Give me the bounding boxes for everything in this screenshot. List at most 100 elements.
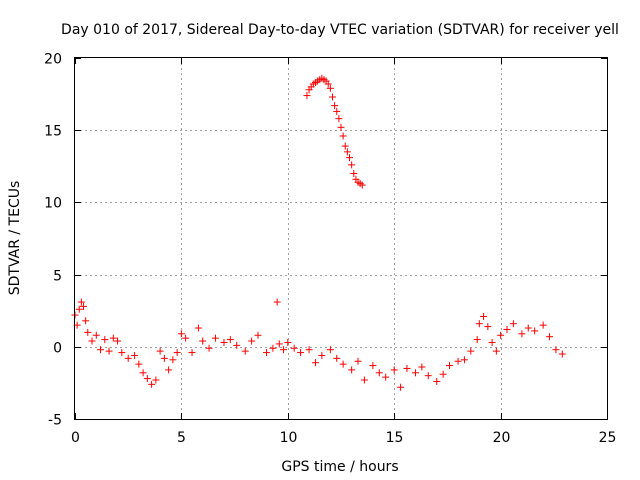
data-point [263, 349, 271, 357]
data-point [297, 349, 305, 357]
data-point [233, 341, 241, 349]
data-point [280, 346, 288, 354]
data-point [303, 92, 311, 100]
data-point [114, 337, 122, 345]
data-point [194, 324, 202, 332]
data-point [339, 132, 347, 140]
x-tick-label: 0 [71, 430, 80, 446]
y-tick-label: 5 [53, 269, 62, 285]
y-tick-label: 10 [44, 196, 62, 212]
data-point [333, 354, 341, 362]
data-point [156, 347, 164, 355]
data-point [318, 351, 326, 359]
data-point [241, 347, 249, 355]
data-point [484, 323, 492, 331]
data-point [397, 383, 405, 391]
data-point [97, 346, 105, 354]
data-point [173, 349, 181, 357]
data-point [346, 154, 354, 162]
data-point [165, 366, 173, 374]
data-point [358, 181, 366, 189]
data-point [552, 346, 560, 354]
data-point [284, 338, 292, 346]
data-point [328, 93, 336, 101]
data-point [275, 340, 283, 348]
data-point [160, 354, 168, 362]
data-point [480, 312, 488, 320]
data-point [311, 359, 319, 367]
data-point [503, 325, 511, 333]
data-point [418, 363, 426, 371]
data-point [375, 369, 383, 377]
data-point [326, 84, 334, 92]
data-point [152, 376, 160, 384]
x-tick-label: 10 [280, 430, 298, 446]
data-point [341, 142, 349, 150]
data-point [101, 336, 109, 344]
data-point [467, 347, 475, 355]
y-tick-label: 20 [44, 52, 62, 68]
data-point [135, 360, 143, 368]
data-point [92, 331, 100, 339]
data-point [326, 346, 334, 354]
data-point [82, 317, 90, 325]
data-point [518, 330, 526, 338]
data-point [531, 327, 539, 335]
data-point [337, 123, 345, 131]
data-point [424, 372, 432, 380]
data-point [382, 373, 390, 381]
y-tick-label: -5 [48, 413, 62, 429]
data-point [333, 107, 341, 115]
data-point [343, 148, 351, 156]
data-point [205, 344, 213, 352]
data-series [71, 74, 566, 391]
axis-ticks: 0 5 10 15 20 25 -5 0 5 10 15 20 [44, 52, 616, 447]
data-point [290, 344, 298, 352]
data-point [75, 305, 83, 313]
y-tick-label: 15 [44, 124, 62, 140]
data-point [539, 321, 547, 329]
data-point [348, 366, 356, 374]
data-point [105, 347, 113, 355]
data-point [524, 324, 532, 332]
data-point [354, 357, 362, 365]
data-point [497, 331, 505, 339]
data-point [84, 328, 92, 336]
data-point [226, 336, 234, 344]
data-point [439, 370, 447, 378]
data-point [331, 102, 339, 110]
data-point [211, 334, 219, 342]
data-point [403, 364, 411, 372]
chart-title: Day 010 of 2017, Sidereal Day-to-day VTE… [61, 22, 619, 38]
data-point [269, 344, 277, 352]
data-point [454, 357, 462, 365]
data-point [248, 337, 256, 345]
data-point [88, 337, 96, 345]
data-point [369, 362, 377, 370]
data-point [475, 320, 483, 328]
data-point [124, 354, 132, 362]
x-tick-label: 15 [386, 430, 404, 446]
x-tick-label: 25 [599, 430, 617, 446]
data-point [339, 360, 347, 368]
data-point [492, 347, 500, 355]
data-point [324, 80, 332, 88]
data-point [411, 369, 419, 377]
data-point [360, 376, 368, 384]
plot-frame [74, 57, 608, 420]
data-point [446, 362, 454, 370]
data-point [473, 336, 481, 344]
data-point [273, 298, 281, 306]
data-point [348, 161, 356, 169]
data-point [109, 334, 117, 342]
y-axis-label: SDTVAR / TECUs [7, 181, 23, 296]
x-tick-label: 5 [177, 430, 186, 446]
data-point [139, 369, 147, 377]
data-point [509, 320, 517, 328]
data-point [558, 350, 566, 358]
data-point [254, 331, 262, 339]
data-point [148, 380, 156, 388]
data-point [177, 330, 185, 338]
data-point [335, 115, 343, 123]
